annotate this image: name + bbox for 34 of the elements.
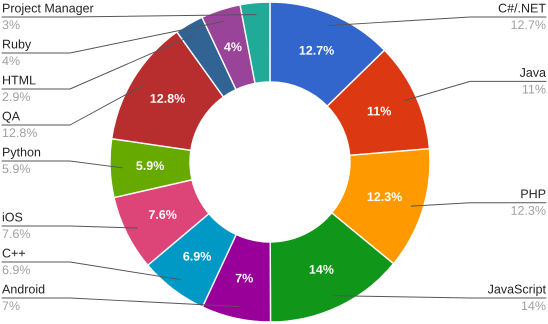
slice-label: iOS [2,212,22,222]
text: 12.7% [512,20,546,30]
data-label: 4% [224,42,242,52]
slice-label: Ruby [3,39,32,51]
data-label: 7% [236,274,253,283]
slice-label: HTML [3,76,36,84]
text: 12.8% [2,128,37,138]
data-label: 12.7% [300,46,334,55]
text: 5.9% [2,164,30,174]
data-label: 3% [2,20,20,30]
text: 14% [522,301,546,310]
slice-label: PHP [521,190,546,198]
data-label: 2.9% [2,92,30,102]
data-label: 6.9% [183,252,212,261]
data-label: 7.6% [148,210,177,219]
data-label: 14% [310,264,334,274]
slice-label: C#/.NET [498,3,546,13]
slice-label: Project Manager [3,3,94,15]
text: 7% [2,301,20,310]
slice-label: JavaScript [488,284,546,296]
slice-label: Java [520,68,546,77]
data-label: 12.3% [368,192,402,202]
slice-label: QA [2,112,20,123]
text: 12.3% [512,206,546,215]
slice-label: Python [3,147,40,159]
data-label: 11% [368,106,391,116]
slice-label: C++ [2,248,26,258]
data-label: 12.8% [150,94,185,103]
slice-label: Android [2,284,44,294]
text: 4% [2,56,20,66]
text: 11% [522,84,546,94]
data-label: 5.9% [136,161,164,170]
text: 6.9% [2,265,30,274]
text: 7.6% [2,229,30,238]
